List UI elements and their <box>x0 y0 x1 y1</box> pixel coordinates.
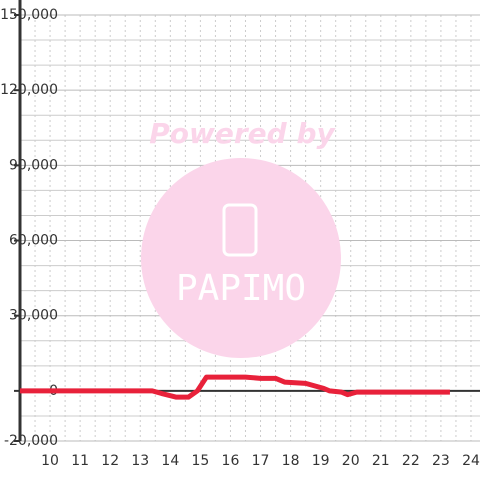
x-tick-label: 10 <box>41 453 59 469</box>
x-tick-label: 16 <box>222 453 240 469</box>
y-tick-label: 150,000 <box>0 7 58 23</box>
x-tick-label: 14 <box>161 453 179 469</box>
x-tick-label: 12 <box>101 453 119 469</box>
x-tick-label: 22 <box>402 453 420 469</box>
x-tick-label: 23 <box>432 453 450 469</box>
x-tick-label: 20 <box>342 453 360 469</box>
watermark-circle <box>141 158 341 358</box>
y-tick-label: 120,000 <box>0 82 58 98</box>
x-tick-label: 18 <box>282 453 300 469</box>
x-tick-label: 21 <box>372 453 390 469</box>
series-line <box>20 374 450 400</box>
y-tick-label: -20,000 <box>4 433 58 449</box>
y-tick-label: 30,000 <box>9 308 58 324</box>
x-tick-label: 24 <box>462 453 480 469</box>
x-tick-label: 19 <box>312 453 330 469</box>
x-tick-label: 11 <box>71 453 89 469</box>
watermark-phone <box>222 203 258 257</box>
x-tick-label: 13 <box>131 453 149 469</box>
y-tick-label: 90,000 <box>9 157 58 173</box>
x-tick-label: 17 <box>252 453 270 469</box>
watermark-logo: PAPIMO <box>176 268 306 309</box>
x-tick-label: 15 <box>191 453 209 469</box>
watermark-text: Powered by <box>149 117 336 150</box>
y-tick-label: 60,000 <box>9 233 58 249</box>
